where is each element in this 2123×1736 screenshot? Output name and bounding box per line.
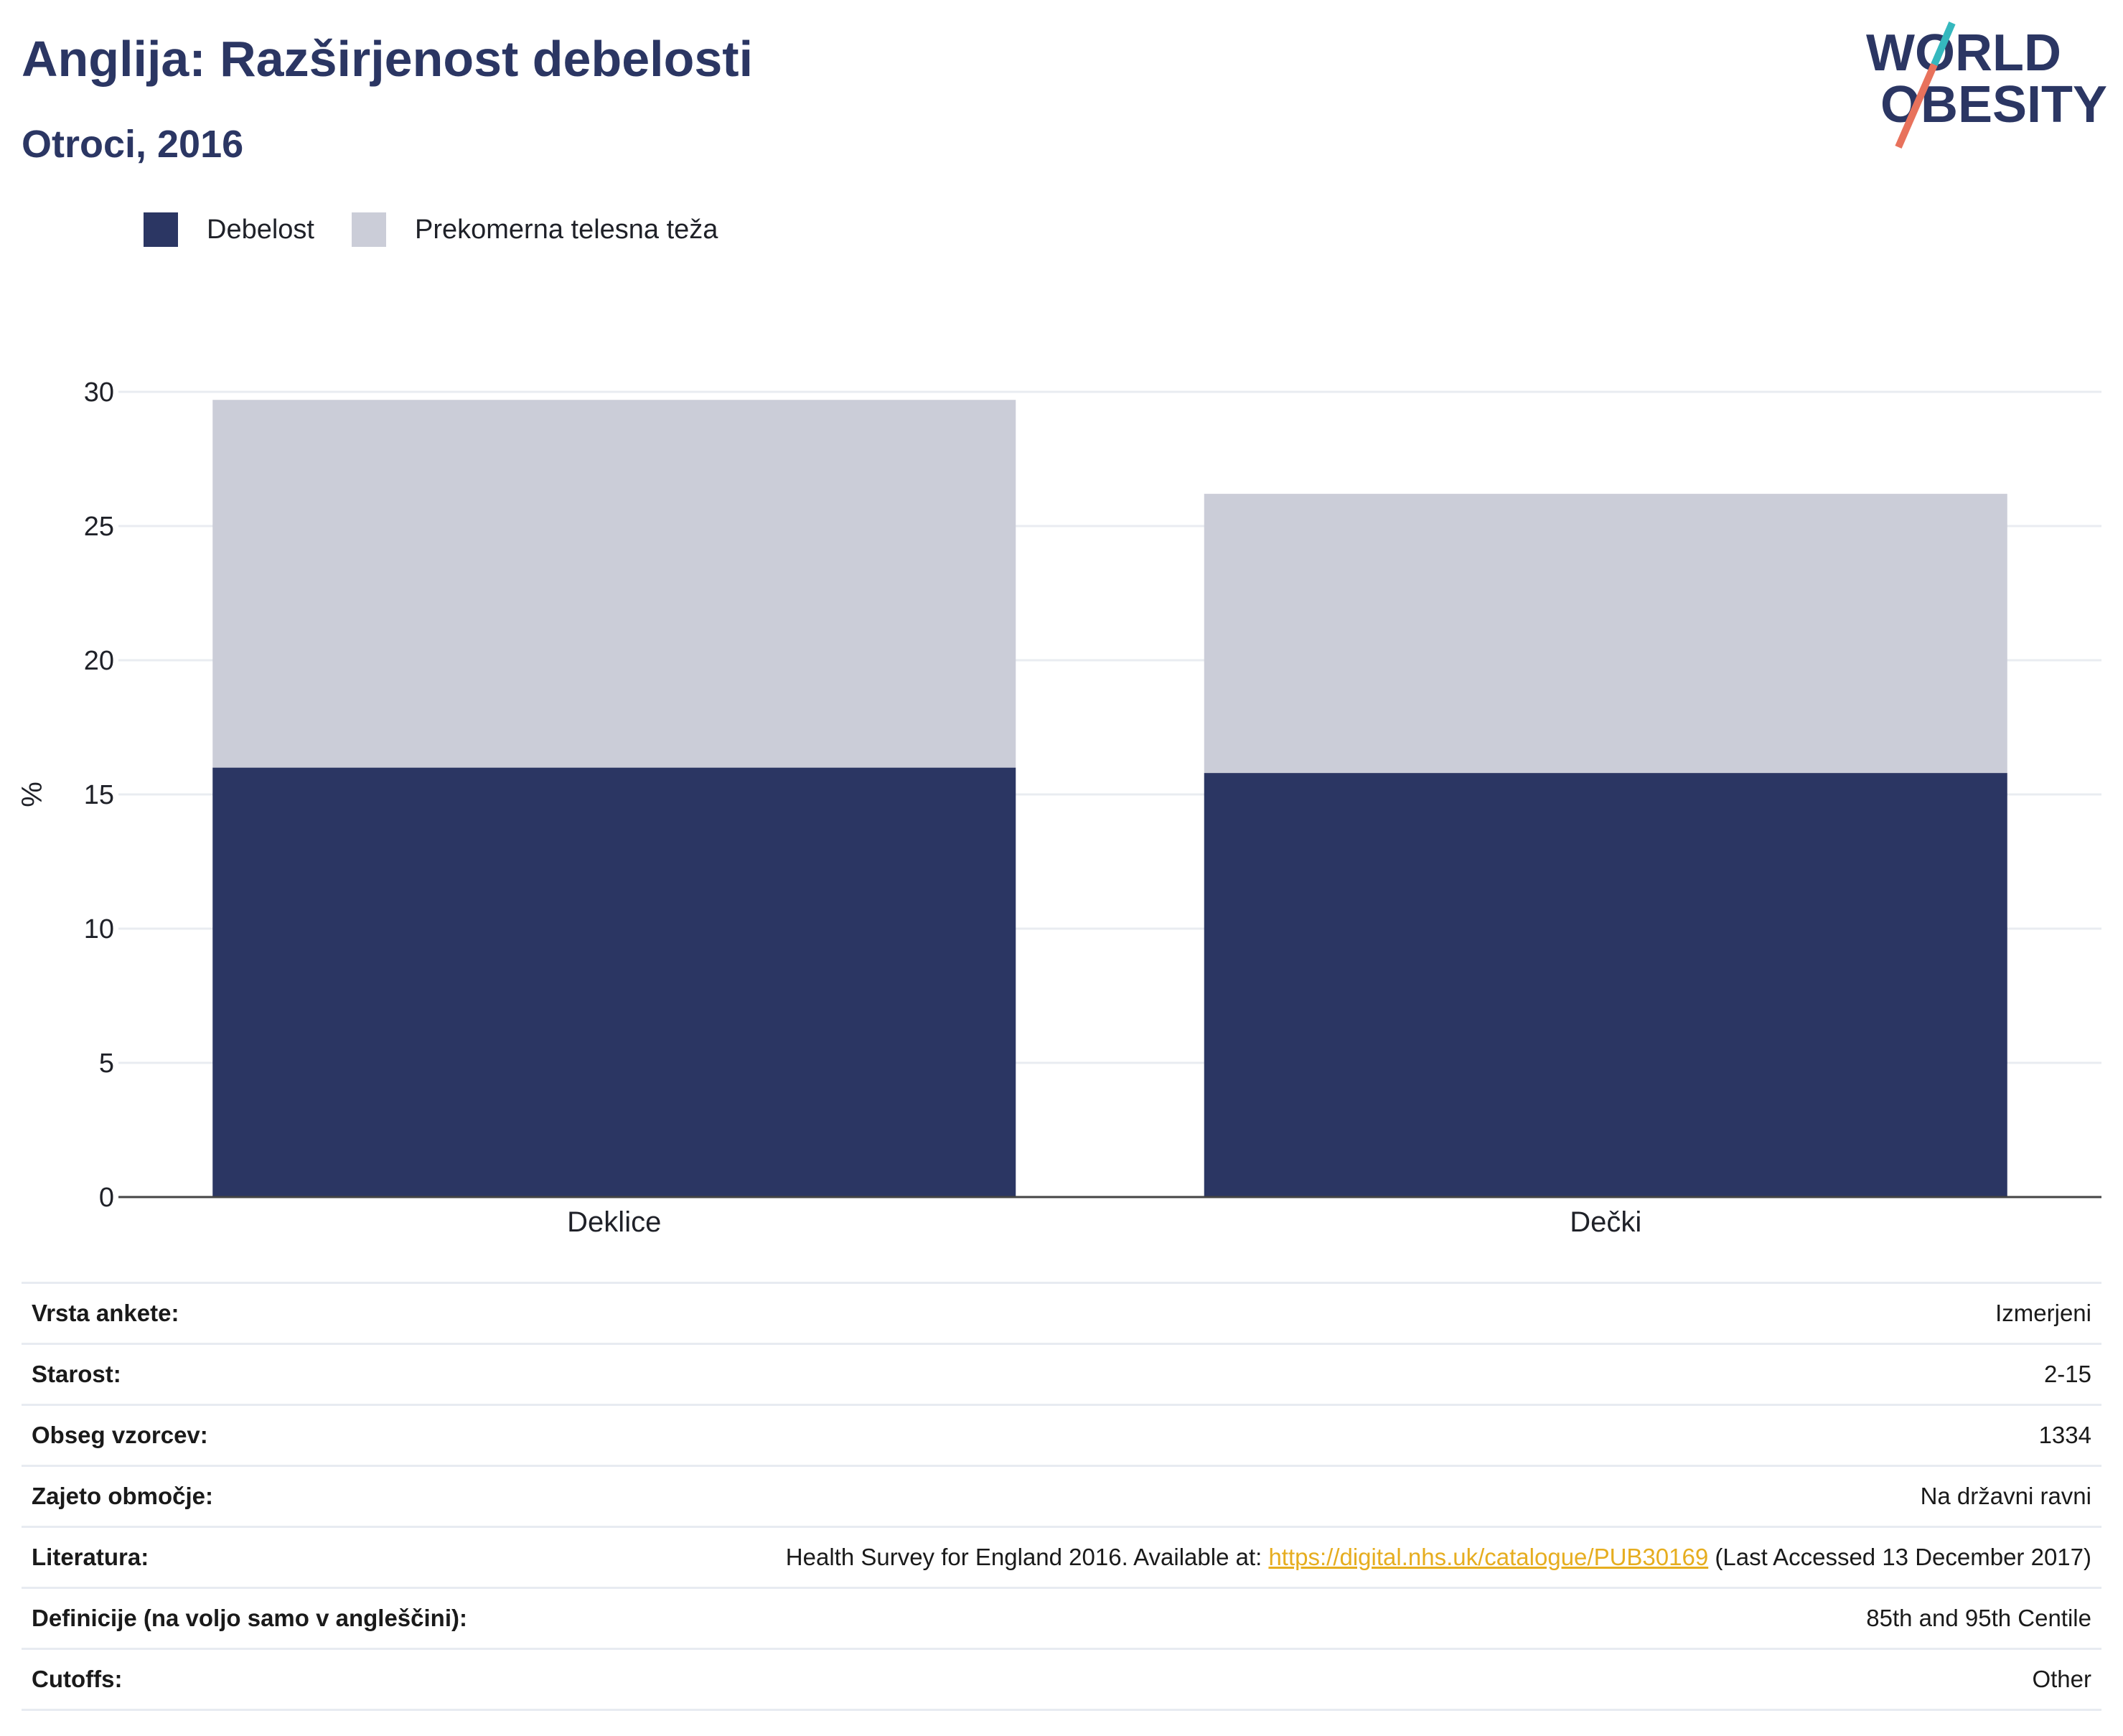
logo-slash-teal xyxy=(1931,22,1956,66)
table-row: Literatura: Health Survey for England 20… xyxy=(22,1526,2101,1589)
y-tick-label: 5 xyxy=(99,1048,114,1079)
world-obesity-logo: WORLD OBESITY xyxy=(1866,22,2107,149)
info-key: Cutoffs: xyxy=(22,1648,554,1711)
legend-item-obesity[interactable]: Debelost xyxy=(144,212,314,247)
info-value: 2-15 xyxy=(553,1343,2101,1406)
info-value: Izmerjeni xyxy=(553,1282,2101,1345)
reference-link[interactable]: https://digital.nhs.uk/catalogue/PUB3016… xyxy=(1268,1544,1709,1570)
legend-swatch-obesity xyxy=(144,212,178,247)
legend-label-obesity: Debelost xyxy=(207,214,314,245)
info-key: Zajeto območje: xyxy=(22,1465,554,1528)
survey-info-table: Vrsta ankete: Izmerjeni Starost: 2-15 Ob… xyxy=(22,1282,2101,1711)
bar-obesity-1[interactable] xyxy=(212,767,1016,1197)
y-tick-label: 15 xyxy=(84,780,114,810)
y-tick-label: 25 xyxy=(84,512,114,542)
legend-label-overweight: Prekomerna telesna teža xyxy=(414,214,718,245)
y-tick-label: 30 xyxy=(84,377,114,408)
bar-obesity-2[interactable] xyxy=(1204,773,2007,1197)
table-row: Starost: 2-15 xyxy=(22,1343,2101,1406)
info-value: Na državni ravni xyxy=(553,1465,2101,1528)
info-key: Literatura: xyxy=(22,1526,554,1589)
y-tick-label: 10 xyxy=(84,914,114,944)
y-axis-label: % xyxy=(17,782,48,807)
bar-overweight-2[interactable] xyxy=(1204,494,2007,774)
table-row: Cutoffs: Other xyxy=(22,1648,2101,1711)
table-row: Obseg vzorcev: 1334 xyxy=(22,1404,2101,1467)
table-row: Vrsta ankete: Izmerjeni xyxy=(22,1282,2101,1345)
x-tick-label: Dečki xyxy=(1570,1206,1641,1238)
info-value: 85th and 95th Centile xyxy=(553,1587,2101,1650)
page-subtitle: Otroci, 2016 xyxy=(22,123,244,166)
reference-text-prefix: Health Survey for England 2016. Availabl… xyxy=(785,1544,1269,1570)
y-tick-label: 20 xyxy=(84,646,114,676)
bar-overweight-1[interactable] xyxy=(212,400,1016,768)
logo-line-1: WORLD xyxy=(1866,24,2061,82)
legend-swatch-overweight xyxy=(351,212,386,247)
table-row: Zajeto območje: Na državni ravni xyxy=(22,1465,2101,1528)
info-value-reference: Health Survey for England 2016. Availabl… xyxy=(553,1526,2101,1589)
table-row: Definicije (na voljo samo v angleščini):… xyxy=(22,1587,2101,1650)
info-key: Starost: xyxy=(22,1343,554,1406)
legend-item-overweight[interactable]: Prekomerna telesna teža xyxy=(351,212,718,247)
logo-slash-coral xyxy=(1895,63,1938,149)
info-value: 1334 xyxy=(553,1404,2101,1467)
y-tick-label: 0 xyxy=(99,1183,114,1213)
bar-chart: 0 5 10 15 20 25 30% Deklice Dečki xyxy=(17,377,2101,1238)
page-title: Anglija: Razširjenost debelosti xyxy=(22,31,754,87)
x-tick-label: Deklice xyxy=(567,1206,661,1238)
chart-legend: Debelost Prekomerna telesna teža xyxy=(144,212,755,247)
info-key: Definicije (na voljo samo v angleščini): xyxy=(22,1587,554,1650)
reference-text-suffix: (Last Accessed 13 December 2017) xyxy=(1708,1544,2091,1570)
info-key: Vrsta ankete: xyxy=(22,1282,554,1345)
info-value: Other xyxy=(553,1648,2101,1711)
info-key: Obseg vzorcev: xyxy=(22,1404,554,1467)
